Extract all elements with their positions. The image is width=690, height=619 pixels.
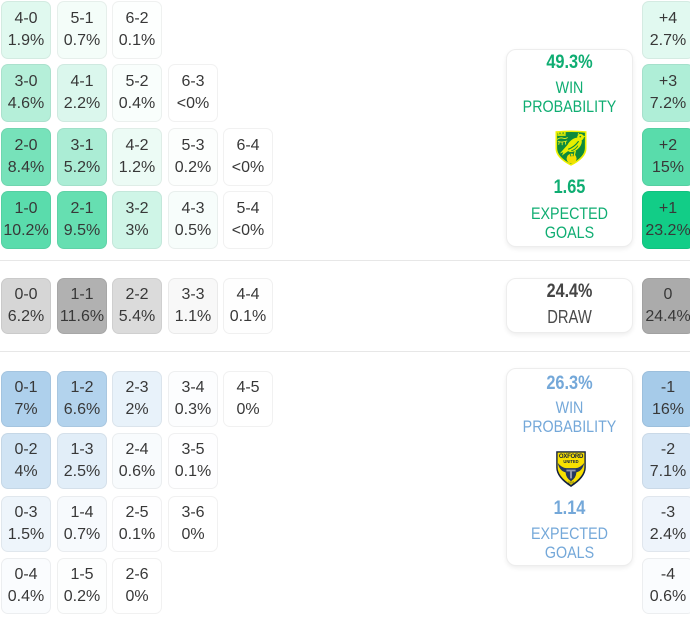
svg-text:1893: 1893: [568, 481, 575, 485]
svg-text:OXFORD: OXFORD: [559, 453, 584, 460]
svg-text:UNITED: UNITED: [563, 459, 578, 464]
